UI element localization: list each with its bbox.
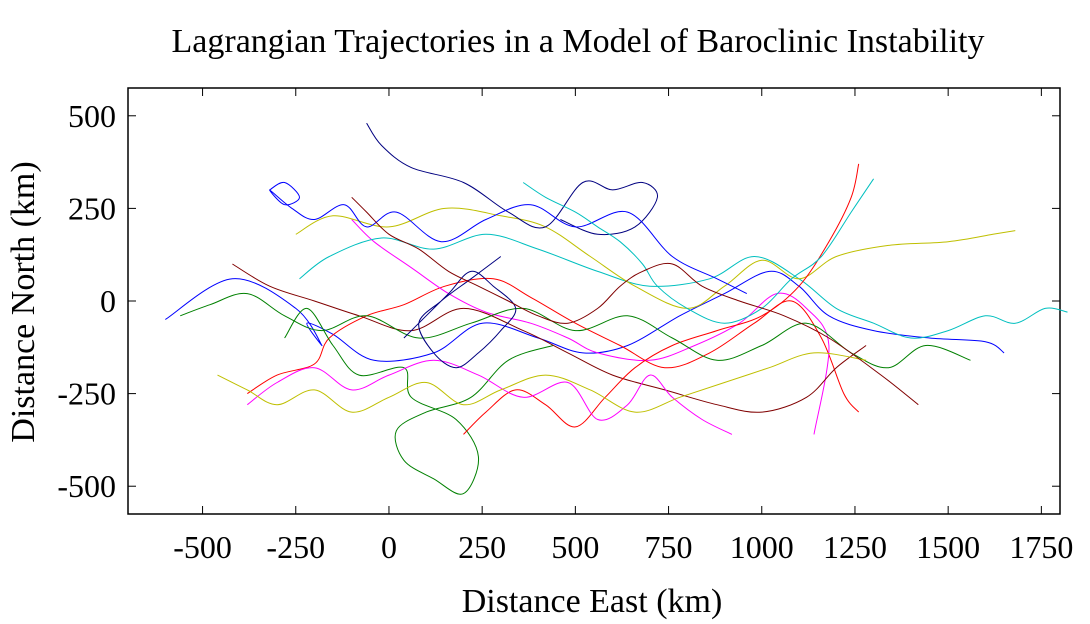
- trajectory-line-4: [351, 219, 830, 435]
- x-tick-label: -500: [173, 529, 232, 565]
- trajectory-line-5: [299, 233, 1068, 339]
- trajectory-line-1: [165, 270, 1005, 362]
- trajectory-line-14: [217, 352, 867, 413]
- trajectory-line-10: [463, 163, 860, 435]
- trajectory-line-16: [351, 196, 919, 406]
- trajectory-line-6: [295, 207, 1016, 309]
- x-tick-label: 250: [458, 529, 506, 565]
- y-tick-label: -500: [57, 468, 116, 504]
- y-tick-label: 500: [68, 98, 116, 134]
- ticks-layer: -500 -250 0 250 500 750 1000 1250 1500 1750 -500 -2…: [57, 88, 1073, 565]
- x-tick-label: 1250: [823, 529, 887, 565]
- trajectory-line-13: [522, 178, 875, 324]
- trajectory-line-15: [403, 256, 517, 369]
- trajectory-line-2: [247, 277, 860, 413]
- x-axis-label: Distance East (km): [462, 583, 723, 620]
- x-tick-label: 0: [381, 529, 397, 565]
- trajectory-line-7: [366, 122, 658, 236]
- trajectory-line-8: [232, 263, 867, 413]
- y-axis-label: Distance North (km): [5, 161, 42, 442]
- x-tick-label: 500: [551, 529, 599, 565]
- trajectory-line-12: [247, 359, 733, 435]
- chart-title: Lagrangian Trajectories in a Model of Ba…: [172, 23, 985, 60]
- trajectory-line-3: [284, 307, 554, 495]
- x-tick-label: 1500: [916, 529, 980, 565]
- y-tick-label: 250: [68, 190, 116, 226]
- series-layer: [165, 122, 1068, 495]
- x-tick-label: 1000: [730, 529, 794, 565]
- plot-frame: [127, 87, 1061, 515]
- x-tick-label: 750: [645, 529, 693, 565]
- x-tick-label: -250: [266, 529, 325, 565]
- x-tick-label: 1750: [1009, 529, 1073, 565]
- y-tick-label: 0: [100, 283, 116, 319]
- y-tick-label: -250: [57, 376, 116, 412]
- trajectory-line-9: [269, 181, 748, 295]
